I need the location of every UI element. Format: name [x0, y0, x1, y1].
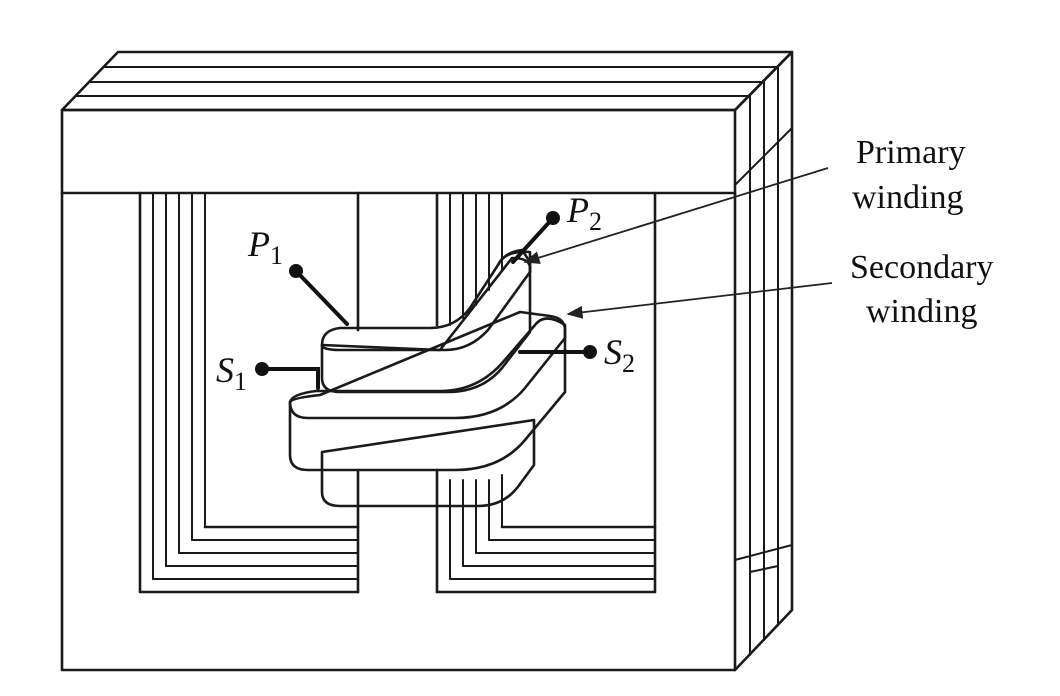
p2-terminal-dot	[546, 211, 560, 225]
s2-label: S2	[604, 332, 635, 378]
core-right-face	[733, 50, 794, 672]
p1-label: P1	[247, 224, 283, 270]
primary-winding-arrow	[523, 167, 829, 264]
secondary-winding	[288, 310, 567, 508]
primary-winding-label-line1: Primary	[856, 134, 966, 171]
secondary-winding-label-line2: winding	[866, 293, 977, 330]
p2-lead	[511, 216, 555, 264]
p2-label: P2	[566, 190, 602, 236]
secondary-winding-label-line1: Secondary	[850, 249, 994, 286]
terminal-leads	[255, 211, 597, 390]
core-top-face	[60, 50, 794, 112]
p1-lead	[294, 269, 349, 326]
core-left-window	[138, 191, 360, 594]
core-center-leg	[356, 191, 503, 594]
secondary-winding-arrow	[566, 282, 833, 319]
s2-terminal-dot	[583, 345, 597, 359]
s1-label: S1	[216, 350, 247, 396]
s1-lead	[260, 367, 320, 390]
s1-terminal-dot	[255, 362, 269, 376]
laminated-core	[60, 50, 794, 672]
primary-winding-label-line2: winding	[852, 179, 963, 216]
core-right-window	[435, 191, 657, 594]
core-front-face	[60, 108, 737, 672]
p1-terminal-dot	[289, 264, 303, 278]
